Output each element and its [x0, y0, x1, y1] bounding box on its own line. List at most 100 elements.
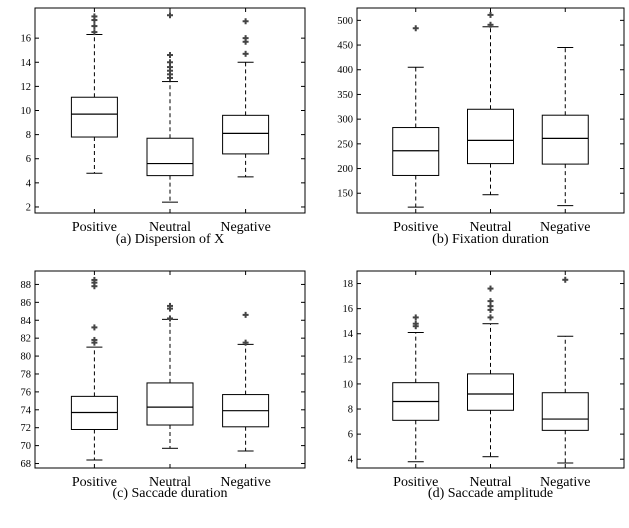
y-tick-label: 500 — [337, 16, 353, 27]
box-negative: Negative — [220, 8, 271, 235]
iqr-box — [541, 392, 589, 431]
outlier-point — [167, 52, 173, 59]
iqr-box — [146, 382, 194, 426]
panel-caption: (a) Dispersion of X — [116, 232, 224, 247]
y-tick-label: 74 — [21, 405, 32, 416]
outlier-point — [91, 23, 98, 30]
outlier-point — [91, 276, 98, 283]
iqr-box — [222, 114, 270, 155]
box-positive: Positive — [70, 271, 118, 490]
box-neutral: Neutral — [146, 8, 194, 235]
outlier-point — [242, 50, 249, 57]
chart-panel: 150 200 250 300 350 400 450 500 Positive Neutral N… — [337, 7, 625, 247]
outlier-point — [167, 12, 173, 19]
y-tick-label: 10 — [21, 106, 32, 117]
box-positive: Positive — [70, 8, 118, 235]
y-tick-label: 8 — [348, 405, 353, 416]
y-tick-label: 6 — [348, 430, 353, 441]
box-negative: Negative — [220, 271, 271, 490]
y-tick-label: 350 — [337, 90, 353, 101]
y-tick-label: 4 — [348, 455, 354, 466]
outlier-point — [487, 21, 494, 28]
chart-panel: 4 6 8 10 12 14 16 18 Positive Neutral Negative(d) … — [343, 270, 625, 501]
outlier-point — [167, 315, 173, 322]
box-positive: Positive — [392, 8, 440, 235]
panel-caption: (c) Saccade duration — [112, 486, 227, 501]
x-category-label: Positive — [72, 220, 117, 235]
y-tick-label: 86 — [21, 298, 32, 309]
outlier-point — [412, 314, 419, 321]
y-tick-label: 78 — [21, 369, 32, 380]
x-category-label: Negative — [220, 220, 271, 235]
outlier-point — [242, 18, 249, 25]
outlier-point — [487, 314, 494, 321]
iqr-box — [146, 137, 194, 177]
y-tick-label: 2 — [26, 202, 31, 213]
y-tick-label: 18 — [343, 279, 354, 290]
outlier-point — [91, 13, 98, 20]
y-tick-label: 82 — [21, 334, 32, 345]
y-tick-label: 72 — [21, 423, 32, 434]
y-tick-label: 10 — [343, 379, 354, 390]
y-tick-label: 150 — [337, 189, 353, 200]
y-tick-label: 4 — [26, 178, 32, 189]
outlier-point — [91, 324, 98, 331]
outlier-point — [562, 276, 569, 283]
outlier-point — [412, 25, 419, 32]
y-tick-label: 84 — [21, 316, 32, 327]
box-neutral: Neutral — [467, 271, 514, 490]
x-category-label: Negative — [220, 475, 271, 490]
y-tick-label: 16 — [21, 34, 32, 45]
x-category-label: Neutral — [149, 220, 191, 235]
box-negative: Negative — [540, 271, 591, 490]
outlier-point — [91, 336, 98, 343]
x-category-label: Neutral — [470, 475, 512, 490]
y-tick-label: 12 — [343, 354, 354, 365]
chart-panel: 68 70 72 74 76 78 80 82 84 86 88 Positive Neutral Neg… — [21, 270, 306, 501]
outlier-point — [487, 285, 494, 292]
y-tick-label: 14 — [21, 58, 32, 69]
y-tick-label: 250 — [337, 139, 353, 150]
outlier-point — [487, 303, 494, 310]
y-tick-label: 70 — [21, 441, 32, 452]
y-tick-label: 76 — [21, 387, 32, 398]
iqr-box — [392, 127, 440, 176]
y-tick-label: 14 — [343, 329, 354, 340]
outlier-point — [242, 311, 249, 318]
y-tick-label: 6 — [26, 154, 31, 165]
x-category-label: Neutral — [149, 475, 191, 490]
x-category-label: Positive — [393, 220, 438, 235]
box-neutral: Neutral — [467, 8, 514, 235]
outlier-point — [91, 29, 98, 36]
x-category-label: Negative — [540, 220, 591, 235]
x-category-label: Negative — [540, 475, 591, 490]
y-tick-label: 16 — [343, 304, 354, 315]
x-category-label: Neutral — [470, 220, 512, 235]
box-positive: Positive — [392, 271, 440, 490]
y-tick-label: 8 — [26, 130, 31, 141]
outlier-point — [242, 35, 249, 42]
y-tick-label: 12 — [21, 82, 32, 93]
outlier-point — [487, 11, 494, 18]
iqr-box — [70, 96, 118, 138]
box-negative: Negative — [540, 8, 591, 235]
y-tick-label: 68 — [21, 459, 32, 470]
y-tick-label: 400 — [337, 65, 353, 76]
outlier-point — [487, 298, 494, 305]
outlier-point — [412, 320, 419, 327]
box-neutral: Neutral — [146, 271, 194, 490]
outlier-point — [167, 302, 173, 309]
panel-caption: (b) Fixation duration — [432, 232, 549, 247]
panel-caption: (d) Saccade amplitude — [428, 486, 553, 501]
y-tick-label: 200 — [337, 164, 353, 175]
outlier-point — [242, 339, 249, 346]
iqr-box — [467, 373, 514, 411]
y-tick-label: 80 — [21, 352, 32, 363]
iqr-box — [541, 114, 589, 165]
iqr-box — [467, 108, 514, 165]
x-category-label: Positive — [393, 475, 438, 490]
y-tick-label: 450 — [337, 41, 353, 52]
plot-frame — [34, 270, 306, 469]
